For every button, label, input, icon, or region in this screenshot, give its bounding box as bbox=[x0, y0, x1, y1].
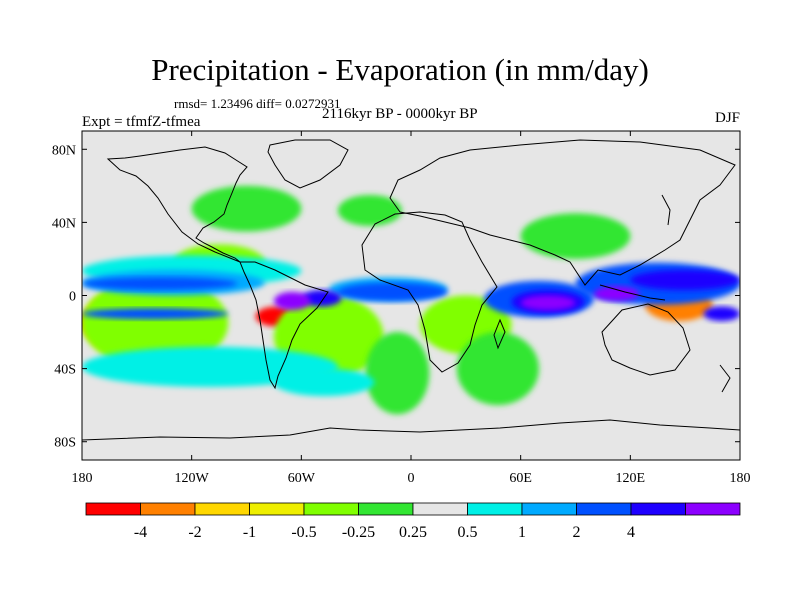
field-region-19 bbox=[520, 213, 631, 259]
season-label: DJF bbox=[714, 110, 740, 126]
contour-field-group bbox=[82, 185, 740, 415]
colorbar-swatch-0 bbox=[85, 502, 141, 516]
colorbar-label-2: -1 bbox=[243, 524, 256, 541]
field-region-36 bbox=[593, 286, 640, 301]
rmsd-diff-text: rmsd= 1.23496 diff= 0.0272931 bbox=[174, 96, 341, 111]
colorbar-label-8: 2 bbox=[573, 524, 581, 541]
y-tick-label-4: 80S bbox=[54, 436, 76, 451]
field-region-18 bbox=[456, 332, 539, 406]
x-tick-label-2: 60W bbox=[288, 471, 316, 486]
colorbar-swatch-7 bbox=[467, 502, 523, 516]
colorbar-swatch-6 bbox=[412, 502, 468, 516]
colorbar-swatch-9 bbox=[576, 502, 632, 516]
coastline-greenland bbox=[267, 139, 349, 189]
colorbar: -4 -2 -1 -0.5 -0.25 0.25 0.5 1 2 4 bbox=[85, 502, 741, 541]
period-text: 2116kyr BP - 0000kyr BP bbox=[322, 106, 478, 122]
field-region-32 bbox=[630, 269, 740, 291]
coastline-africa bbox=[361, 211, 498, 373]
colorbar-label-9: 4 bbox=[627, 524, 635, 541]
x-tick-label-3: 0 bbox=[408, 471, 415, 486]
colorbar-swatch-10 bbox=[630, 502, 686, 516]
coastline-indonesia bbox=[599, 284, 666, 301]
field-region-21 bbox=[82, 346, 338, 387]
colorbar-swatch-8 bbox=[521, 502, 577, 516]
x-tick-label-6: 180 bbox=[730, 471, 751, 486]
coastline-japan bbox=[661, 194, 671, 226]
y-tick-label-2: 0 bbox=[69, 290, 76, 305]
field-region-22 bbox=[273, 368, 375, 397]
coastline-eurasia bbox=[389, 139, 736, 286]
field-region-27 bbox=[82, 277, 238, 291]
field-region-35 bbox=[520, 295, 576, 311]
coastline-group bbox=[82, 139, 740, 441]
x-tick-label-0: 180 bbox=[72, 471, 93, 486]
y-tick-label-0: 80N bbox=[52, 143, 76, 158]
x-tick-label-4: 60E bbox=[509, 471, 532, 486]
x-tick-label-5: 120E bbox=[616, 471, 646, 486]
colorbar-swatch-1 bbox=[140, 502, 196, 516]
coastline-australia bbox=[601, 303, 691, 376]
experiment-label: Expt = tfmfZ-tfmea bbox=[82, 114, 201, 130]
field-region-11 bbox=[82, 277, 229, 369]
colorbar-label-1: -2 bbox=[188, 524, 201, 541]
colorbar-label-3: -0.5 bbox=[291, 524, 316, 541]
y-tick-label-3: 40S bbox=[54, 363, 76, 378]
colorbar-swatch-3 bbox=[249, 502, 305, 516]
field-region-16 bbox=[337, 194, 402, 227]
field-region-34 bbox=[273, 291, 311, 311]
x-tick-label-1: 120W bbox=[175, 471, 210, 486]
field-region-30 bbox=[301, 290, 342, 307]
colorbar-label-0: -4 bbox=[134, 524, 147, 541]
field-region-33 bbox=[703, 306, 740, 322]
colorbar-swatch-4 bbox=[303, 502, 359, 516]
colorbar-label-5: 0.25 bbox=[399, 524, 427, 541]
coastline-south-america bbox=[239, 261, 329, 390]
field-region-17 bbox=[365, 332, 430, 415]
colorbar-label-4: -0.25 bbox=[342, 524, 375, 541]
coastline-new-zealand bbox=[719, 364, 731, 393]
colorbar-label-7: 1 bbox=[518, 524, 526, 541]
colorbar-swatch-11 bbox=[685, 502, 741, 516]
chart-title: Precipitation - Evaporation (in mm/day) bbox=[151, 52, 649, 87]
y-tick-label-1: 40N bbox=[52, 216, 76, 231]
coastline-antarctica bbox=[82, 419, 740, 441]
colorbar-label-6: 0.5 bbox=[458, 524, 478, 541]
colorbar-swatch-5 bbox=[358, 502, 414, 516]
field-region-15 bbox=[191, 185, 302, 232]
colorbar-swatch-2 bbox=[194, 502, 250, 516]
field-region-25 bbox=[337, 282, 448, 301]
axes-group: 180 120W 60W 0 60E 120E 180 80N 40N 0 40S 80S bbox=[52, 131, 751, 486]
coastline-madagascar bbox=[493, 318, 506, 350]
coastline-north-america bbox=[106, 146, 248, 263]
field-region-26 bbox=[82, 308, 229, 320]
